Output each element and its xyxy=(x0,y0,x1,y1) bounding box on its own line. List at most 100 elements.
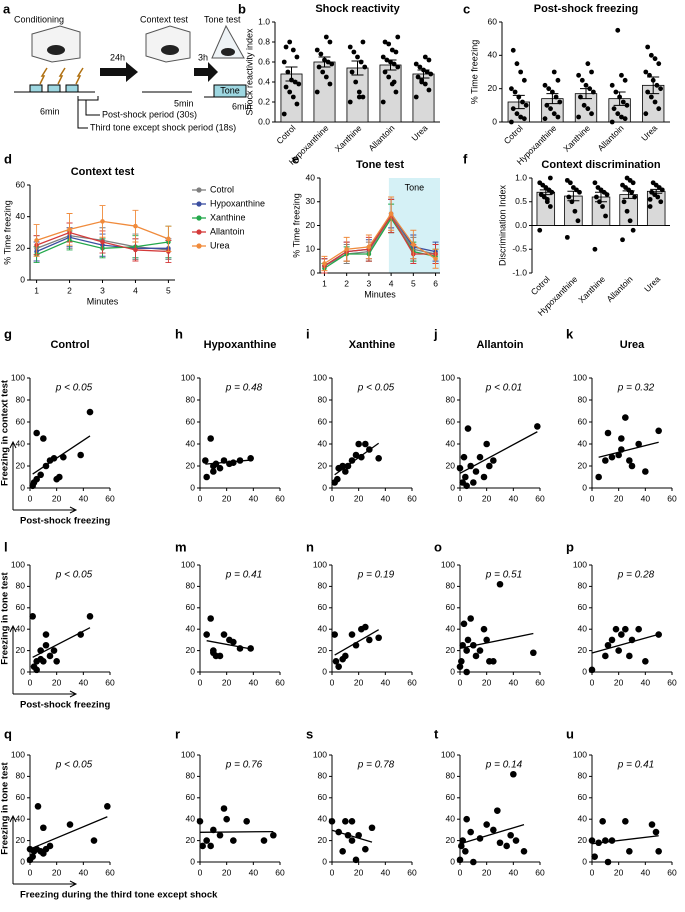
data-point xyxy=(216,831,224,839)
data-point xyxy=(462,848,469,855)
y-tick-label: 40 xyxy=(16,211,26,221)
trendline xyxy=(199,830,274,833)
y-tick-label: 20 xyxy=(16,835,26,845)
x-tick-label: 40 xyxy=(381,867,391,877)
data-point xyxy=(575,218,581,224)
y-tick-label: 20 xyxy=(446,835,456,845)
data-point xyxy=(626,848,633,855)
panel-letter: m xyxy=(175,539,187,554)
x-tick-label: 0 xyxy=(198,867,203,877)
x-tick-label: 4 xyxy=(389,278,394,288)
data-point xyxy=(544,196,550,202)
data-point xyxy=(375,455,382,462)
y-tick-label: 20 xyxy=(446,460,456,470)
data-point xyxy=(223,815,230,823)
y-tick-label: 60 xyxy=(578,792,588,802)
data-point xyxy=(486,462,493,470)
x-tick-label: 40 xyxy=(509,867,519,877)
label: Tone test xyxy=(204,14,241,24)
data-point xyxy=(287,89,293,95)
data-point xyxy=(382,69,388,75)
data-point xyxy=(467,615,474,622)
data-point xyxy=(287,39,293,45)
panel-letter: j xyxy=(433,326,438,341)
y-tick-label: 60 xyxy=(16,792,26,802)
y-tick-label: 0.8 xyxy=(258,36,270,46)
x-tick-label: Urea xyxy=(409,123,429,143)
data-point xyxy=(281,59,287,65)
data-point xyxy=(496,839,504,847)
annotation: p = 0.32 xyxy=(617,383,655,394)
data-point xyxy=(643,111,649,117)
cage xyxy=(145,25,191,63)
x-tick-label: 20 xyxy=(614,677,624,687)
chart-title: Shock reactivity xyxy=(315,3,400,15)
label: Tone xyxy=(220,85,240,95)
y-tick-label: 20 xyxy=(16,243,26,253)
x-tick-label: Urea xyxy=(642,274,662,294)
y-tick-label: 80 xyxy=(446,581,456,591)
data-point xyxy=(325,59,331,65)
shock xyxy=(75,67,84,85)
data-point xyxy=(386,41,392,47)
legend-marker xyxy=(196,201,202,207)
schematic: a Conditioning 6min Post-shock period (3… xyxy=(3,1,252,132)
data-point xyxy=(50,647,58,654)
x-tick-label: 0 xyxy=(28,493,33,503)
tone-box xyxy=(65,84,79,93)
data-point xyxy=(476,453,484,461)
annotation: p = 0.51 xyxy=(485,570,522,581)
error-bar xyxy=(622,190,635,199)
data-point xyxy=(327,81,333,87)
data-point xyxy=(133,223,138,229)
data-point xyxy=(645,44,651,50)
data-point xyxy=(358,59,364,65)
y-tick-label: 0.4 xyxy=(258,76,270,86)
annotation: p < 0.05 xyxy=(55,570,93,581)
data-point xyxy=(362,623,369,631)
data-point xyxy=(553,94,559,100)
y-tick-label: 0 xyxy=(450,856,455,866)
y-tick-label: 60 xyxy=(186,602,196,612)
y-tick-label: 0 xyxy=(20,856,25,866)
data-point xyxy=(624,102,630,108)
data-point xyxy=(546,86,552,92)
y-tick-label: 60 xyxy=(186,416,196,426)
data-point xyxy=(507,831,514,839)
legend-label: Cotrol xyxy=(210,184,234,194)
panel-letter: r xyxy=(175,726,180,741)
axis-arrow xyxy=(9,814,78,888)
legend-label: Urea xyxy=(210,240,230,250)
data-point xyxy=(351,49,357,55)
data-point xyxy=(463,482,470,490)
data-point xyxy=(358,453,365,461)
x-tick-label: 20 xyxy=(482,867,492,877)
data-point xyxy=(599,818,606,825)
data-point xyxy=(355,54,360,60)
x-tick-label: 60 xyxy=(535,493,545,503)
x-tick-label: 0 xyxy=(590,677,595,687)
data-point xyxy=(622,414,629,421)
y-tick-label: 20 xyxy=(16,460,26,470)
data-point xyxy=(611,106,617,112)
data-point xyxy=(510,770,517,778)
y-tick-label: 40 xyxy=(446,813,456,823)
data-point xyxy=(622,77,628,83)
data-point xyxy=(207,615,214,622)
y-tick-label: 20 xyxy=(578,645,588,655)
data-point xyxy=(648,821,656,828)
data-point xyxy=(243,818,250,825)
x-tick-label: Urea xyxy=(639,123,659,143)
trendline xyxy=(598,441,659,458)
data-point xyxy=(602,652,609,660)
data-point xyxy=(33,475,40,483)
y-tick-label: 20 xyxy=(306,220,316,230)
data-point xyxy=(42,641,50,649)
y-tick-label: 0.0 xyxy=(515,220,527,230)
data-point xyxy=(339,848,346,855)
panel-letter: f xyxy=(463,151,468,166)
x-tick-label: 60 xyxy=(667,493,677,503)
data-point xyxy=(591,853,598,860)
data-point xyxy=(648,52,654,58)
data-point xyxy=(463,668,470,676)
